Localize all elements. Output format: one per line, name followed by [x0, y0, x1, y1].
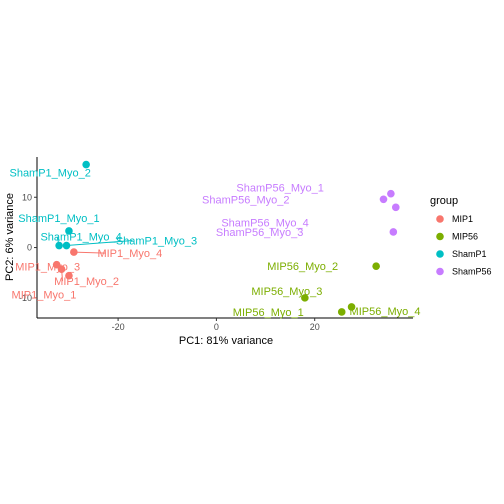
point-mip1-myo-2: [57, 265, 66, 273]
legend: group MIP1 MIP56 ShamP1 ShamP56: [430, 195, 492, 277]
x-tick-label: 0: [214, 322, 219, 332]
point-shamp1-myo-2: [82, 160, 90, 169]
legend-label: MIP56: [452, 232, 478, 242]
data-points: [52, 160, 400, 316]
point-label: ShamP56_Myo_1: [236, 183, 323, 195]
y-tick-label: 0: [27, 243, 32, 253]
point-shamp56-myo-2: [379, 195, 388, 204]
legend-key: [436, 267, 444, 276]
legend-key: [436, 232, 444, 241]
y-tick-label: 10: [22, 192, 32, 202]
legend-key: [436, 215, 444, 223]
legend-label: ShamP56: [452, 267, 492, 277]
point-shamp1-myo-4: [55, 241, 63, 250]
point-labels: MIP1_Myo_1 MIP1_Myo_2 MIP1_Myo_3 MIP1_Myo_4…: [9, 168, 420, 319]
point-label: MIP56_Myo_2: [267, 261, 338, 273]
legend-title: group: [430, 195, 458, 207]
point-mip56-myo-4: [347, 303, 356, 311]
point-label: MIP1_Myo_3: [15, 262, 80, 274]
point-label: MIP1_Myo_1: [12, 290, 77, 302]
point-mip56-myo-2: [372, 262, 380, 270]
point-label: MIP56_Myo_3: [251, 286, 322, 298]
x-tick-label: 20: [310, 322, 320, 332]
y-tick-label: -10: [19, 293, 32, 303]
point-label: ShamP1_Myo_2: [9, 168, 90, 180]
axes: -20 0 20 -10 0 10: [19, 157, 413, 332]
point-label: ShamP56_Myo_4: [221, 217, 308, 229]
point-mip56-myo-3: [301, 294, 309, 302]
point-label: MIP56_Myo_1: [233, 307, 304, 319]
legend-label: MIP1: [452, 214, 473, 224]
point-label: ShamP56_Myo_3: [216, 227, 303, 239]
point-mip56-myo-1: [337, 308, 346, 316]
point-shamp56-myo-3: [389, 228, 398, 236]
point-shamp56-myo-1: [387, 189, 395, 198]
point-mip1-myo-1: [65, 271, 73, 280]
point-label: ShamP1_Myo_4: [40, 232, 121, 244]
point-label: ShamP1_Myo_3: [116, 236, 197, 248]
point-shamp1-myo-1: [65, 227, 73, 235]
leader-line: [73, 251, 106, 254]
point-label: MIP1_Myo_2: [54, 276, 119, 288]
point-mip1-myo-4: [70, 248, 78, 256]
point-label: ShamP56_Myo_2: [202, 194, 289, 206]
x-tick-label: -20: [112, 322, 125, 332]
point-label: MIP1_Myo_4: [97, 248, 162, 260]
point-label: ShamP1_Myo_1: [18, 213, 99, 225]
point-shamp56-myo-4: [391, 203, 400, 212]
legend-key: [436, 250, 444, 258]
leader-line: [66, 240, 133, 247]
x-axis-title: PC1: 81% variance: [179, 335, 273, 347]
point-label: MIP56_Myo_4: [350, 306, 421, 318]
point-mip1-myo-3: [52, 260, 61, 269]
point-shamp1-myo-3: [62, 241, 71, 250]
legend-label: ShamP1: [452, 249, 487, 259]
y-axis-title: PC2: 6% variance: [4, 193, 16, 281]
